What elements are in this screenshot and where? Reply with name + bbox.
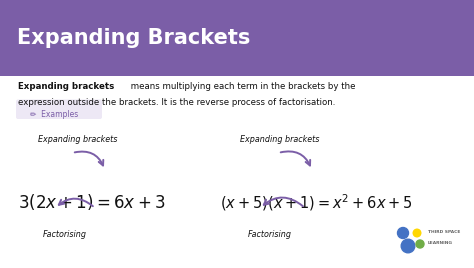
Circle shape — [401, 239, 415, 253]
Text: Expanding brackets: Expanding brackets — [38, 135, 118, 144]
FancyArrowPatch shape — [264, 198, 303, 206]
Text: Expanding brackets: Expanding brackets — [18, 82, 114, 91]
FancyArrowPatch shape — [281, 151, 310, 165]
Text: Expanding brackets: Expanding brackets — [240, 135, 319, 144]
Text: ✏  Examples: ✏ Examples — [30, 110, 78, 119]
Text: THIRD SPACE: THIRD SPACE — [428, 230, 460, 234]
Text: Factorising: Factorising — [248, 230, 292, 239]
Text: Expanding Brackets: Expanding Brackets — [17, 28, 250, 48]
Circle shape — [398, 228, 409, 239]
Circle shape — [413, 229, 421, 237]
Text: Factorising: Factorising — [43, 230, 87, 239]
Circle shape — [416, 240, 424, 248]
Text: $(x+5)(x+1)=x^2+6x+5$: $(x+5)(x+1)=x^2+6x+5$ — [220, 192, 413, 213]
Text: $3(2x+1)=6x+3$: $3(2x+1)=6x+3$ — [18, 192, 165, 212]
Text: means multiplying each term in the brackets by the: means multiplying each term in the brack… — [128, 82, 356, 91]
FancyArrowPatch shape — [75, 152, 103, 165]
Text: expression outside the brackets. It is the reverse process of factorisation.: expression outside the brackets. It is t… — [18, 98, 336, 107]
Text: LEARNING: LEARNING — [428, 241, 453, 245]
FancyBboxPatch shape — [16, 99, 102, 119]
FancyArrowPatch shape — [59, 199, 93, 206]
